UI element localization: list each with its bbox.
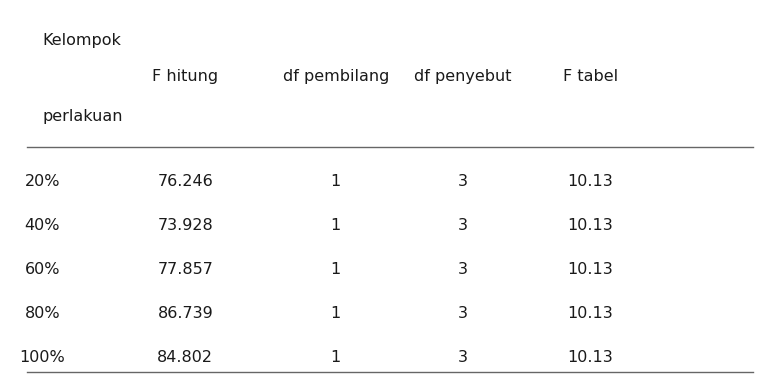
Text: df pembilang: df pembilang xyxy=(283,69,389,84)
Text: 3: 3 xyxy=(459,350,468,365)
Text: 100%: 100% xyxy=(19,350,66,365)
Text: 86.739: 86.739 xyxy=(157,306,213,321)
Text: 10.13: 10.13 xyxy=(567,174,614,189)
Text: 1: 1 xyxy=(330,174,341,189)
Text: 10.13: 10.13 xyxy=(567,262,614,277)
Text: 10.13: 10.13 xyxy=(567,350,614,365)
Text: df penyebut: df penyebut xyxy=(415,69,512,84)
Text: 1: 1 xyxy=(330,306,341,321)
Text: 3: 3 xyxy=(459,174,468,189)
Text: F hitung: F hitung xyxy=(152,69,218,84)
Text: 10.13: 10.13 xyxy=(567,218,614,233)
Text: 76.246: 76.246 xyxy=(157,174,213,189)
Text: 77.857: 77.857 xyxy=(157,262,213,277)
Text: 3: 3 xyxy=(459,262,468,277)
Text: F tabel: F tabel xyxy=(563,69,618,84)
Text: 60%: 60% xyxy=(25,262,60,277)
Text: 3: 3 xyxy=(459,218,468,233)
Text: 40%: 40% xyxy=(25,218,60,233)
Text: 1: 1 xyxy=(330,262,341,277)
Text: 80%: 80% xyxy=(25,306,60,321)
Text: Kelompok: Kelompok xyxy=(42,32,121,48)
Text: 1: 1 xyxy=(330,350,341,365)
Text: perlakuan: perlakuan xyxy=(42,109,123,124)
Text: 73.928: 73.928 xyxy=(157,218,213,233)
Text: 1: 1 xyxy=(330,218,341,233)
Text: 10.13: 10.13 xyxy=(567,306,614,321)
Text: 84.802: 84.802 xyxy=(157,350,213,365)
Text: 3: 3 xyxy=(459,306,468,321)
Text: 20%: 20% xyxy=(25,174,60,189)
